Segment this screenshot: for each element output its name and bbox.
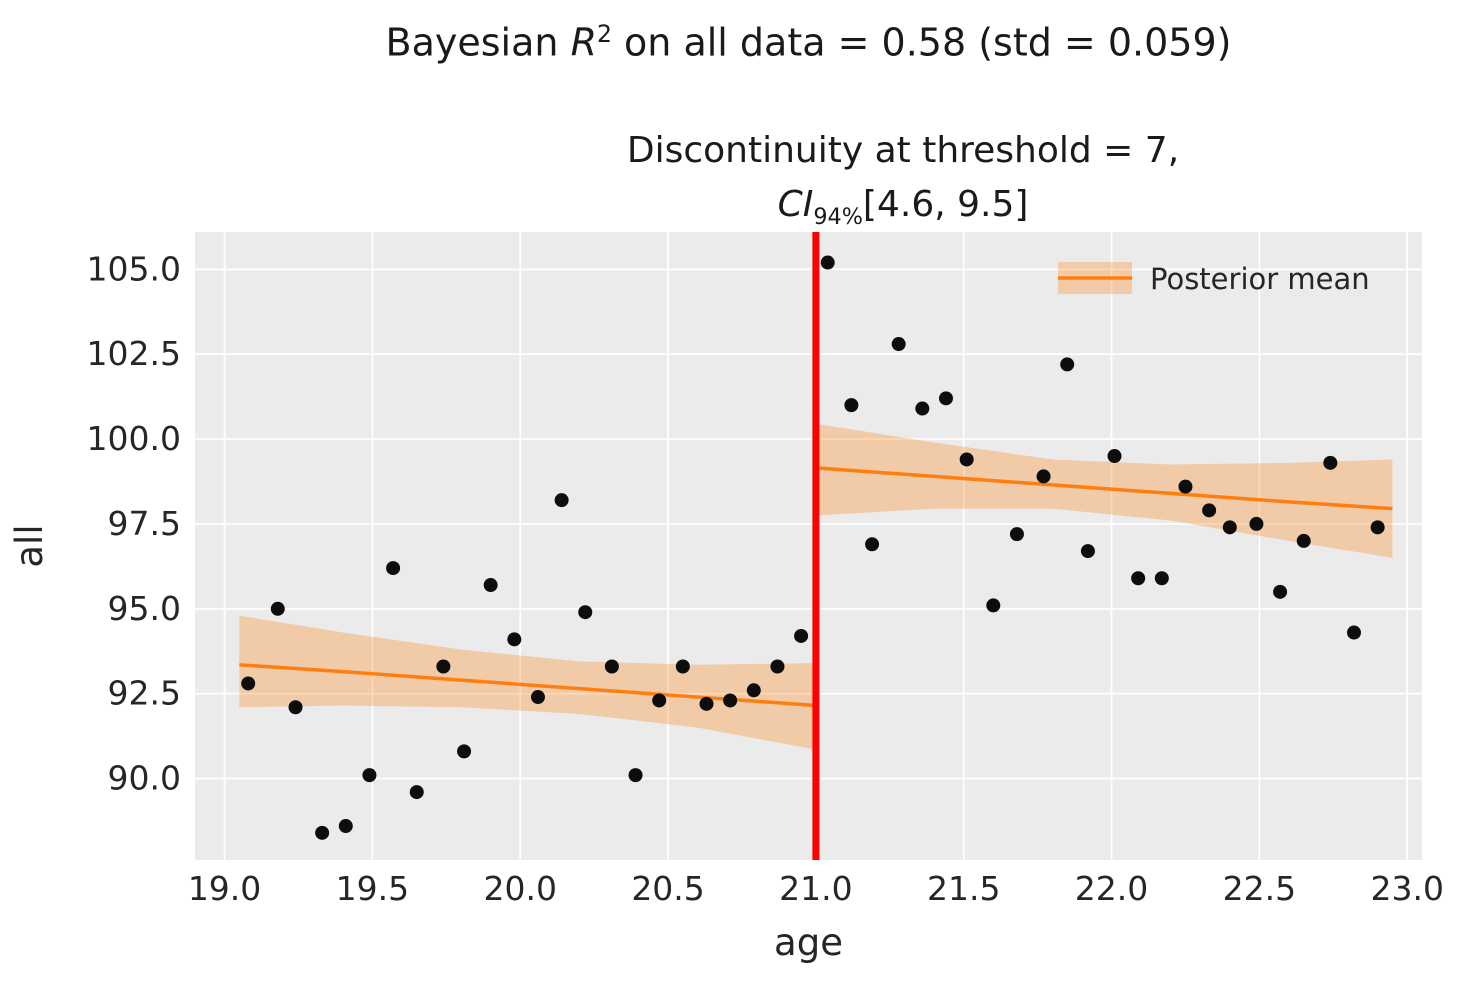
axes-title-line1: Discontinuity at threshold = 7, bbox=[626, 130, 1180, 171]
scatter-point bbox=[1202, 503, 1217, 518]
figure-title: Bayesian R2 on all data = 0.58 (std = 0.… bbox=[195, 20, 1422, 65]
scatter-point bbox=[652, 693, 667, 708]
x-tick-label: 20.5 bbox=[631, 869, 704, 908]
scatter-point bbox=[915, 401, 930, 416]
x-tick-label: 22.5 bbox=[1223, 869, 1296, 908]
scatter-point bbox=[865, 537, 880, 552]
legend-label: Posterior mean bbox=[1150, 262, 1370, 296]
scatter-point bbox=[554, 493, 569, 508]
scatter-point bbox=[746, 683, 761, 698]
scatter-point bbox=[1249, 516, 1264, 531]
scatter-point bbox=[1273, 584, 1288, 599]
scatter-point bbox=[338, 819, 353, 834]
scatter-point bbox=[986, 598, 1001, 613]
scatter-point bbox=[530, 690, 545, 705]
ci-interval: [4.6, 9.5] bbox=[862, 184, 1029, 225]
plot-background bbox=[195, 232, 1422, 860]
posterior-credible-band bbox=[239, 615, 816, 750]
axes-title-line2: CI94%[4.6, 9.5] bbox=[627, 178, 1179, 244]
scatter-point bbox=[241, 676, 256, 691]
ci-symbol: CI bbox=[777, 184, 814, 225]
scatter-point bbox=[507, 632, 522, 647]
y-tick-label: 100.0 bbox=[87, 419, 181, 458]
scatter-point bbox=[770, 659, 785, 674]
y-tick-label: 92.5 bbox=[108, 674, 181, 713]
y-tick-label: 95.0 bbox=[108, 589, 181, 628]
posterior-mean-line bbox=[815, 466, 1393, 511]
scatter-point bbox=[270, 601, 285, 616]
scatter-point bbox=[1036, 469, 1051, 484]
scatter-point bbox=[794, 628, 809, 643]
x-tick-label: 22.0 bbox=[1075, 869, 1148, 908]
scatter-point bbox=[1323, 455, 1338, 470]
scatter-point bbox=[628, 768, 643, 783]
scatter-point bbox=[1370, 520, 1385, 535]
figure-title-prefix: Bayesian bbox=[385, 20, 571, 65]
scatter-point bbox=[1060, 357, 1075, 372]
scatter-point bbox=[409, 785, 424, 800]
scatter-point bbox=[959, 452, 974, 467]
scatter-point bbox=[1009, 527, 1024, 542]
x-tick-label: 21.0 bbox=[779, 869, 852, 908]
x-tick-label: 19.0 bbox=[188, 869, 261, 908]
legend: Posterior mean bbox=[1058, 262, 1370, 296]
figure-title-suffix: on all data = 0.58 (std = 0.059) bbox=[611, 20, 1232, 65]
scatter-point bbox=[483, 578, 498, 593]
scatter-point bbox=[436, 659, 451, 674]
scatter-point bbox=[1154, 571, 1169, 586]
scatter-point bbox=[1107, 449, 1122, 464]
scatter-point bbox=[457, 744, 472, 759]
y-tick-label: 102.5 bbox=[87, 334, 181, 373]
scatter-point bbox=[844, 398, 859, 413]
scatter-point bbox=[820, 255, 835, 270]
scatter-point bbox=[1080, 544, 1095, 559]
scatter-point bbox=[699, 696, 714, 711]
scatter-point bbox=[675, 659, 690, 674]
axes-title: Discontinuity at threshold = 7, CI94%[4.… bbox=[627, 124, 1179, 244]
x-axis-label: age bbox=[774, 921, 843, 964]
figure-title-exponent: 2 bbox=[596, 20, 612, 48]
figure-title-math-var: R bbox=[570, 20, 597, 65]
x-tick-label: 21.5 bbox=[927, 869, 1000, 908]
scatter-point bbox=[723, 693, 738, 708]
scatter-point bbox=[1346, 625, 1361, 640]
scatter-point bbox=[938, 391, 953, 406]
scatter-point bbox=[1222, 520, 1237, 535]
scatter-point bbox=[891, 337, 906, 352]
y-tick-label: 90.0 bbox=[108, 759, 181, 798]
x-tick-label: 19.5 bbox=[336, 869, 409, 908]
scatter-point bbox=[604, 659, 619, 674]
y-axis-label: all bbox=[8, 524, 51, 567]
x-tick-label: 20.0 bbox=[483, 869, 556, 908]
y-tick-label: 97.5 bbox=[108, 504, 181, 543]
scatter-point bbox=[578, 605, 593, 620]
y-tick-label: 105.0 bbox=[87, 249, 181, 288]
ci-subscript: 94% bbox=[813, 204, 863, 231]
scatter-point bbox=[315, 825, 330, 840]
posterior-mean-line bbox=[239, 663, 817, 708]
x-tick-label: 23.0 bbox=[1370, 869, 1443, 908]
scatter-point bbox=[1131, 571, 1146, 586]
scatter-point bbox=[1296, 533, 1311, 548]
scatter-point bbox=[362, 768, 377, 783]
scatter-point bbox=[386, 561, 401, 576]
scatter-point bbox=[1178, 479, 1193, 494]
scatter-point bbox=[288, 700, 303, 715]
